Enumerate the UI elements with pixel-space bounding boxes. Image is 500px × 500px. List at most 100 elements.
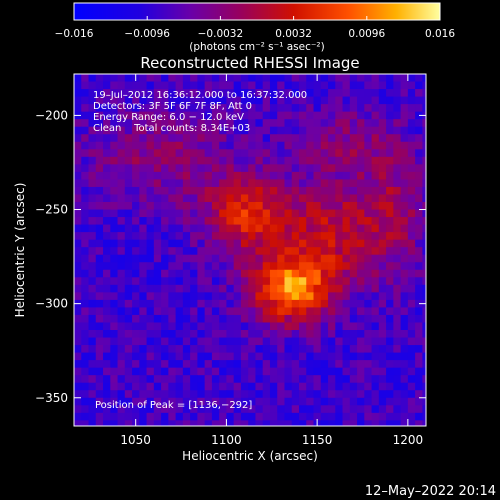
heatmap-cell (103, 322, 111, 331)
heatmap-cell (248, 314, 256, 324)
heatmap-cell (328, 345, 336, 354)
heatmap-cell (132, 299, 140, 308)
heatmap-cell (88, 119, 97, 128)
heatmap-cell (146, 412, 155, 421)
heatmap-cell (139, 299, 148, 308)
heatmap-cell (132, 134, 140, 143)
heatmap-image (74, 74, 426, 426)
heatmap-cell (422, 96, 426, 105)
heatmap-cell (407, 412, 416, 421)
heatmap-cell (407, 194, 416, 203)
heatmap-cell (320, 81, 329, 90)
heatmap-cell (95, 141, 104, 150)
heatmap-cell (248, 134, 256, 143)
heatmap-cell (320, 141, 329, 150)
heatmap-cell (277, 284, 286, 293)
heatmap-cell (277, 367, 286, 376)
heatmap-cell (291, 232, 300, 241)
heatmap-cell (349, 74, 358, 83)
heatmap-cell (306, 202, 315, 211)
heatmap-cell (117, 119, 126, 128)
heatmap-cell (342, 322, 351, 331)
heatmap-cell (146, 171, 155, 180)
heatmap-cell (306, 232, 315, 241)
heatmap-cell (248, 390, 256, 399)
heatmap-cell (95, 352, 104, 361)
heatmap-cell (88, 232, 97, 241)
heatmap-cell (88, 247, 97, 256)
heatmap-cell (415, 141, 423, 150)
heatmap-cell (226, 96, 235, 105)
heatmap-cell (211, 367, 220, 376)
colorbar-tick-label: −0.016 (55, 28, 94, 40)
heatmap-cell (95, 134, 104, 143)
heatmap-cell (277, 307, 286, 316)
heatmap-cell (393, 202, 402, 211)
colorbar-tick-label: −0.0096 (124, 28, 170, 40)
heatmap-cell (320, 171, 329, 180)
heatmap-cell (378, 81, 387, 90)
heatmap-cell (320, 322, 329, 331)
heatmap-cell (197, 149, 206, 158)
heatmap-cell (313, 382, 322, 391)
heatmap-cell (313, 141, 322, 150)
heatmap-cell (262, 74, 271, 83)
heatmap-cell (74, 89, 82, 98)
heatmap-cell (161, 360, 169, 369)
heatmap-cell (262, 209, 271, 218)
heatmap-cell (74, 382, 82, 391)
heatmap-cell (357, 292, 365, 301)
heatmap-cell (393, 156, 402, 165)
heatmap-cell (255, 262, 264, 271)
heatmap-cell (364, 390, 373, 399)
heatmap-cell (124, 134, 133, 143)
heatmap-cell (124, 405, 133, 414)
heatmap-cell (161, 179, 169, 188)
heatmap-cell (197, 405, 206, 414)
heatmap-cell (204, 397, 213, 406)
heatmap-cell (226, 149, 235, 158)
heatmap-cell (248, 247, 256, 256)
heatmap-cell (364, 141, 373, 150)
heatmap-cell (298, 149, 307, 158)
heatmap-cell (342, 209, 351, 218)
heatmap-cell (161, 74, 169, 83)
heatmap-cell (248, 360, 256, 369)
heatmap-cell (335, 345, 344, 354)
heatmap-cell (298, 330, 307, 339)
heatmap-cell (132, 277, 140, 286)
heatmap-cell (132, 156, 140, 165)
heatmap-cell (190, 299, 198, 308)
heatmap-cell (342, 186, 351, 196)
heatmap-cell (277, 322, 286, 331)
heatmap-cell (197, 96, 206, 105)
heatmap-cell (168, 111, 177, 120)
heatmap-cell (153, 239, 162, 248)
heatmap-cell (146, 269, 155, 278)
heatmap-cell (277, 360, 286, 369)
heatmap-cell (226, 111, 235, 120)
heatmap-cell (386, 284, 394, 293)
heatmap-cell (110, 254, 119, 263)
heatmap-cell (95, 224, 104, 233)
heatmap-cell (211, 111, 220, 120)
heatmap-cell (219, 254, 227, 263)
heatmap-cell (211, 134, 220, 143)
heatmap-cell (197, 164, 206, 173)
heatmap-cell (233, 126, 242, 135)
heatmap-cell (328, 420, 336, 426)
heatmap-cell (74, 314, 82, 324)
heatmap-cell (153, 284, 162, 293)
heatmap-cell (298, 254, 307, 263)
heatmap-cell (407, 284, 416, 293)
heatmap-cell (81, 330, 90, 339)
heatmap-cell (269, 360, 278, 369)
heatmap-cell (284, 269, 293, 278)
heatmap-cell (269, 119, 278, 128)
heatmap-cell (298, 164, 307, 173)
heatmap-cell (124, 156, 133, 165)
heatmap-cell (110, 277, 119, 286)
heatmap-cell (153, 390, 162, 399)
heatmap-cell (139, 149, 148, 158)
heatmap-cell (197, 269, 206, 278)
